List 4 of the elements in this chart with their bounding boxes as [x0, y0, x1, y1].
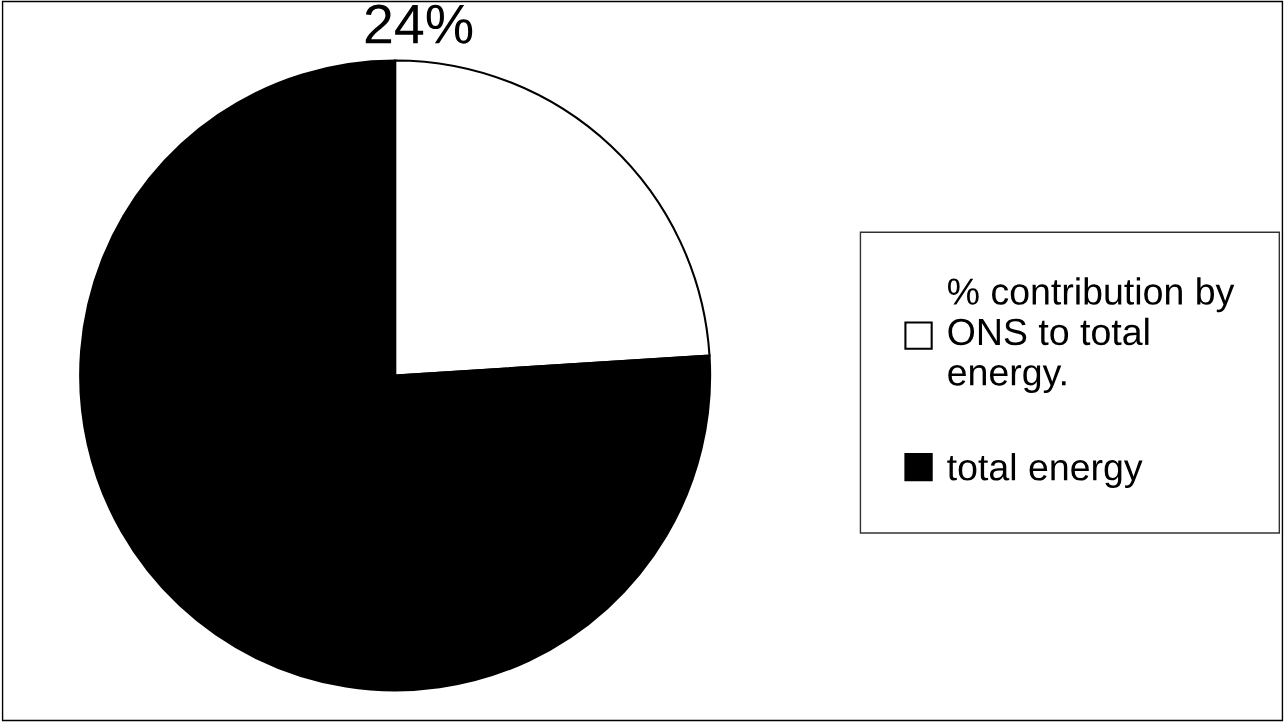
pie-slice — [79, 59, 712, 692]
data-label: 24% — [365, 4, 473, 44]
legend-label: total energy — [947, 453, 1143, 489]
legend-label: % contribution by ONS to total energy. — [948, 277, 1235, 394]
